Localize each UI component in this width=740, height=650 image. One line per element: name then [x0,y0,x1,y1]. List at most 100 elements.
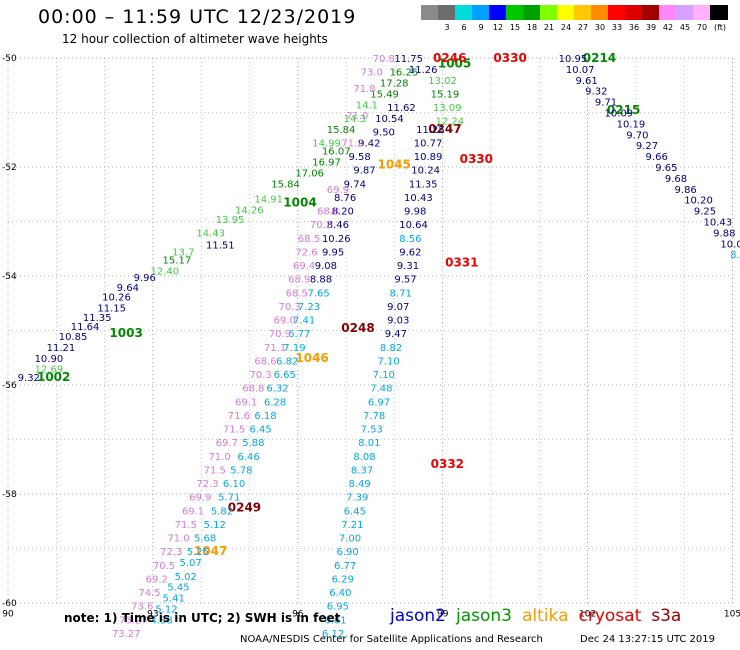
wave-height-label: 16.07 [322,147,351,158]
wave-height-label: 8.46 [327,220,349,231]
wave-height-label: 13.7 [172,247,194,258]
colorbar-swatch [472,5,490,20]
wave-height-label: 73.0 [361,68,383,79]
wave-height-label: 11.15 [97,304,126,315]
wave-height-label: 69.4 [293,261,315,272]
wave-height-label: 14.43 [196,228,225,239]
wave-height-label: 68.8 [242,384,264,395]
wave-height-label: 15.84 [327,125,356,136]
wave-height-label: 6.97 [368,397,390,408]
wave-height-label: 71.6 [228,411,250,422]
wave-height-label: 10.89 [414,152,443,163]
y-tick-label: -50 [2,54,17,64]
pass-time-label: 0246 [433,51,466,65]
wave-height-label: 8.76 [334,193,356,204]
colorbar-tick-label: 30 [594,23,606,32]
colorbar-swatch [574,5,592,20]
wave-height-label: 68.9 [288,275,310,286]
pass-time-label: 1005 [438,56,471,70]
wave-height-label: 11.21 [47,343,76,354]
wave-height-label: 70.3 [278,302,300,313]
colorbar-swatch [557,5,575,20]
x-tick-label: 105 [724,610,740,620]
colorbar-swatch [676,5,694,20]
wave-height-label: 5.78 [230,465,252,476]
wave-height-label: 10.26 [102,293,131,304]
x-tick-label: 90 [2,610,14,620]
wave-height-label: 16.25 [390,68,419,79]
wave-height-label: 9.62 [399,247,421,258]
wave-height-label: 9.58 [349,152,371,163]
y-tick-label: -54 [2,272,17,282]
legend-item: jason2 [390,606,446,626]
wave-height-label: 71.0 [346,111,368,122]
wave-height-label: 6.65 [274,370,296,381]
wave-height-label: 5.71 [218,493,240,504]
wave-height-label: 15.49 [370,89,399,100]
wave-height-label: 69.1 [235,397,257,408]
wave-height-label: 7.39 [346,493,368,504]
wave-height-label: 13.09 [433,103,462,114]
wave-height-label: 6.61 [324,615,346,626]
colorbar-tick-label: 45 [679,23,691,32]
colorbar-tick-label: 70 [696,23,708,32]
credit-line: NOAA/NESDIS Center for Satellite Applica… [240,634,543,645]
wave-height-label: 71.0 [167,534,189,545]
colorbar-tick-label: 33 [611,23,623,32]
wave-height-label: 11.51 [206,240,235,251]
axis-ticks: 90 93 96 99 102 105 -50 -52 -54 -56 -58 -60 [2,54,740,620]
pass-time-label: 1004 [283,195,316,209]
wave-height-label: 72.3 [160,547,182,558]
legend-item: jason3 [456,606,512,626]
wave-height-label: 8.71 [390,288,412,299]
footnote: note: 1) Time is in UTC; 2) SWH is in fe… [64,611,341,625]
pass-time-label: 0330 [460,152,493,166]
wave-height-label: 71.5 [223,425,245,436]
wave-height-label: 12.24 [435,117,464,128]
pass-time-label: 1045 [377,157,410,171]
wave-height-label: 68.5 [298,234,320,245]
wave-height-label: 10.20 [684,196,713,207]
wave-height-label: 68.8 [317,207,339,218]
wave-height-label: 73.27 [112,629,141,640]
wave-height-label: 12.40 [150,267,179,278]
wave-height-label: 68.5 [286,288,308,299]
wave-height-label: 68.6 [254,356,276,367]
wave-height-labels: 1002 1003 1004 1005 0214 0215 1045 1046 1047 0330… [18,51,740,640]
wave-height-label: 6.95 [327,602,349,613]
wave-height-label: 69.2 [146,574,168,585]
wave-height-label: 14.91 [254,195,283,206]
wave-height-label: 69.9 [327,185,349,196]
x-tick-label: 102 [579,610,596,620]
wave-height-label: 8.37 [351,465,373,476]
wave-height-label: 7.10 [373,370,395,381]
wave-height-label: 9.27 [636,141,658,152]
wave-height-label: 6.10 [223,479,245,490]
wave-height-label: 5.12 [204,520,226,531]
colorbar-swatch [421,5,439,20]
pass-time-label: 0249 [228,501,261,515]
pass-time-label: 0247 [428,122,461,136]
wave-height-label: 9.66 [646,152,668,163]
wave-height-label: 8.49 [349,479,371,490]
wave-height-label: 69.0 [274,316,296,327]
wave-height-label: 7.53 [361,425,383,436]
wave-height-label: 17.28 [380,79,409,90]
x-tick-label: 93 [147,610,158,620]
wave-height-label: 8.08 [353,452,375,463]
colorbar-swatch [540,5,558,20]
wave-height-label: 13.95 [216,215,245,226]
wave-height-label: 9.70 [626,130,648,141]
wave-height-label: 17.06 [295,168,324,179]
colorbar-swatch [591,5,609,20]
wave-height-label: 10.07 [566,65,595,76]
wave-height-label: 11.62 [387,103,416,114]
wave-height-label: 9.42 [358,138,380,149]
wave-height-label: 7.00 [339,534,361,545]
pass-time-label: 0331 [445,255,478,269]
colorbar-tick-label: 12 [492,23,504,32]
wave-height-label: 13.02 [428,76,457,87]
colorbar-swatch [489,5,507,20]
wave-height-label: 9.68 [665,174,687,185]
wave-height-label: 9.08 [315,261,337,272]
